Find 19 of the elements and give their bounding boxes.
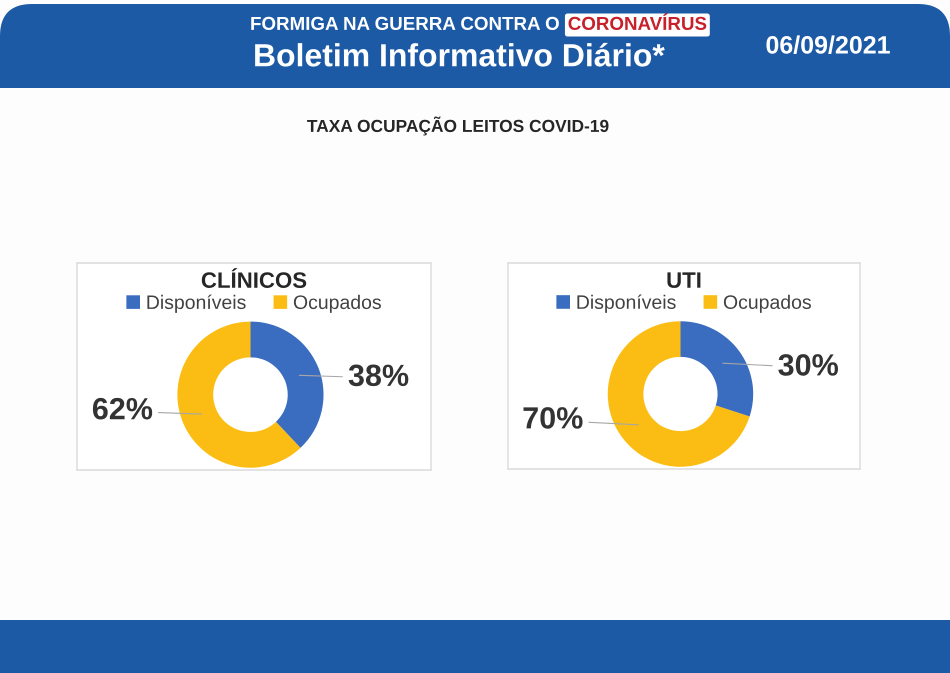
text: CORONAVÍRUS bbox=[568, 13, 706, 30]
legend-label: Ocupados bbox=[724, 294, 811, 313]
donut-slice bbox=[177, 322, 300, 468]
text: 06/09/2021 bbox=[766, 35, 890, 54]
donut-slice bbox=[680, 321, 754, 416]
text: Boletim Informativo Diário* bbox=[255, 42, 665, 67]
chart-title: UTI bbox=[667, 272, 700, 288]
data-label: 30% bbox=[778, 354, 838, 376]
legend-label: Disponíveis bbox=[147, 294, 246, 313]
donut-slice bbox=[608, 321, 750, 467]
legend-label: Disponíveis bbox=[577, 294, 676, 313]
legend-label: Ocupados bbox=[294, 294, 381, 313]
text: TAXA OCUPAÇÃO LEITOS COVID-19 bbox=[307, 116, 608, 136]
data-label: 38% bbox=[348, 364, 408, 386]
data-label: 62% bbox=[92, 398, 152, 420]
donut-slice bbox=[250, 322, 324, 448]
data-label: 70% bbox=[524, 407, 583, 429]
text: FORMIGA NA GUERRA CONTRA O bbox=[251, 16, 559, 30]
chart-title: CLÍNICOS bbox=[202, 268, 306, 288]
